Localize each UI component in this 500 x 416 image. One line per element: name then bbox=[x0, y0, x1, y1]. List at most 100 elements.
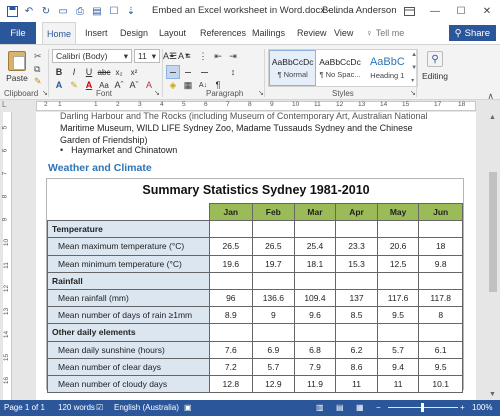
multilevel-list-icon[interactable]: ⋮ bbox=[198, 50, 208, 61]
scroll-thumb[interactable] bbox=[489, 172, 497, 292]
table-cell: 11 bbox=[335, 374, 378, 394]
ruler-number: 17 bbox=[434, 101, 442, 108]
align-right-icon[interactable] bbox=[196, 65, 210, 79]
table-cell: 12.5 bbox=[376, 254, 420, 273]
show-marks-icon[interactable]: ¶ bbox=[215, 80, 221, 90]
minimize-icon[interactable]: — bbox=[430, 5, 440, 17]
customize-qat-icon[interactable]: ⇣ bbox=[126, 5, 136, 17]
tell-me-search[interactable]: ♀ Tell me bbox=[362, 22, 408, 44]
line-spacing-icon[interactable]: ↕ bbox=[230, 67, 236, 77]
align-center-icon[interactable] bbox=[181, 65, 195, 79]
font-color-icon[interactable]: A bbox=[85, 80, 93, 90]
embedded-excel-worksheet[interactable]: Summary Statistics Sydney 1981-2010 Jan … bbox=[46, 178, 464, 394]
highlight-icon[interactable]: ✎ bbox=[70, 79, 78, 90]
increase-indent-icon[interactable]: ⇥ bbox=[229, 50, 237, 61]
clipboard-launcher-icon[interactable]: ↘ bbox=[42, 90, 48, 97]
web-layout-icon[interactable]: ▦ bbox=[356, 403, 364, 412]
language[interactable]: English (Australia) bbox=[114, 403, 179, 412]
italic-icon[interactable]: I bbox=[72, 67, 76, 77]
style-normal[interactable]: AaBbCcDc ¶ Normal bbox=[269, 50, 317, 86]
vertical-scrollbar[interactable]: ▲ ▼ bbox=[486, 112, 500, 400]
ribbon-display-icon[interactable] bbox=[396, 0, 422, 22]
close-icon[interactable]: ✕ bbox=[482, 5, 492, 17]
paragraph-launcher-icon[interactable]: ↘ bbox=[258, 90, 264, 97]
justify-icon[interactable] bbox=[211, 65, 225, 79]
chevron-up-icon[interactable]: ▲ bbox=[411, 52, 418, 58]
clear-formatting-icon[interactable]: A bbox=[145, 80, 152, 90]
tab-selector-icon[interactable]: L bbox=[2, 100, 7, 109]
print-preview-icon[interactable]: ▭ bbox=[58, 5, 68, 17]
tab-design[interactable]: Design bbox=[120, 28, 149, 38]
zoom-slider-thumb[interactable] bbox=[421, 403, 424, 412]
save-icon[interactable] bbox=[4, 3, 20, 19]
align-left-icon[interactable] bbox=[166, 65, 180, 79]
zoom-out-icon[interactable]: − bbox=[376, 403, 381, 412]
tab-home[interactable]: Home bbox=[42, 22, 77, 45]
quick-print-icon[interactable]: ⎙ bbox=[76, 5, 84, 17]
scroll-down-icon[interactable]: ▼ bbox=[489, 391, 496, 398]
print-layout-icon[interactable]: ▤ bbox=[336, 403, 344, 412]
grow-font-2-icon[interactable]: Aˆ bbox=[114, 80, 124, 90]
font-launcher-icon[interactable]: ↘ bbox=[154, 90, 160, 97]
decrease-indent-icon[interactable]: ⇤ bbox=[214, 50, 222, 61]
document-page[interactable]: Darling Harbour and The Rocks (including… bbox=[36, 112, 476, 400]
tab-mailings[interactable]: Mailings bbox=[252, 28, 286, 38]
table-cell-empty bbox=[293, 220, 337, 239]
bold-icon[interactable]: B bbox=[55, 67, 63, 77]
user-name[interactable]: Belinda Anderson bbox=[322, 5, 397, 16]
borders-icon[interactable]: ▦ bbox=[183, 79, 193, 90]
proofing-icon[interactable]: ☑ bbox=[96, 403, 104, 412]
bullets-icon[interactable]: ☰ bbox=[168, 50, 178, 61]
format-painter-icon[interactable]: ✎ bbox=[34, 76, 42, 86]
tab-view[interactable]: View bbox=[334, 28, 354, 38]
grow-font-icon[interactable]: A ▲ bbox=[163, 51, 175, 61]
underline-icon[interactable]: U bbox=[85, 67, 93, 77]
scroll-up-icon[interactable]: ▲ bbox=[489, 114, 496, 121]
font-name-dropdown[interactable]: Calibri (Body) ▾ bbox=[52, 49, 132, 63]
sort-icon[interactable]: A↓ bbox=[198, 81, 208, 89]
shading-icon[interactable]: ◈ bbox=[169, 79, 177, 90]
font-size-dropdown[interactable]: 11 ▾ bbox=[134, 49, 160, 63]
collapse-ribbon-icon[interactable]: ∧ bbox=[487, 91, 494, 101]
superscript-icon[interactable]: x² bbox=[130, 67, 138, 77]
table-cell-empty bbox=[376, 323, 420, 342]
shrink-font-icon[interactable]: A ▼ bbox=[178, 51, 190, 61]
style-no-spacing-name: ¶ No Spac... bbox=[319, 70, 361, 79]
zoom-in-icon[interactable]: + bbox=[460, 403, 465, 412]
read-mode-icon[interactable]: ▥ bbox=[316, 403, 324, 412]
change-case-icon[interactable]: Aa bbox=[99, 80, 109, 90]
paste-button[interactable]: Paste bbox=[4, 51, 30, 83]
header-corner bbox=[47, 203, 210, 222]
tab-references[interactable]: References bbox=[200, 28, 247, 38]
numbering-icon[interactable]: ≡ bbox=[185, 51, 191, 61]
touch-mode-icon[interactable]: ☐ bbox=[109, 5, 119, 17]
style-no-spacing[interactable]: AaBbCcDc ¶ No Spac... bbox=[316, 50, 363, 86]
zoom-level[interactable]: 100% bbox=[472, 403, 493, 412]
redo-icon[interactable]: ↻ bbox=[41, 5, 51, 17]
text-effects-icon[interactable]: A bbox=[55, 80, 63, 90]
maximize-icon[interactable]: ☐ bbox=[456, 5, 466, 17]
copy-icon[interactable]: ⧉ bbox=[34, 64, 41, 74]
tab-review[interactable]: Review bbox=[297, 28, 327, 38]
tab-file[interactable]: File bbox=[0, 22, 36, 44]
cut-icon[interactable]: ✂ bbox=[34, 51, 42, 61]
shrink-font-2-icon[interactable]: Aˇ bbox=[129, 80, 139, 90]
macro-record-icon[interactable]: ▣ bbox=[184, 403, 192, 412]
styles-scroll[interactable]: ▲ ▼ ▾ bbox=[411, 50, 417, 86]
subscript-icon[interactable]: x₂ bbox=[115, 67, 123, 77]
strikethrough-icon[interactable]: abc bbox=[97, 67, 111, 77]
word-count[interactable]: 120 words bbox=[58, 403, 95, 412]
more-icon[interactable]: ▾ bbox=[411, 78, 415, 84]
page-count[interactable]: Page 1 of 1 bbox=[4, 403, 45, 412]
styles-launcher-icon[interactable]: ↘ bbox=[410, 90, 416, 97]
undo-icon[interactable]: ↶ bbox=[24, 5, 34, 17]
chevron-down-icon[interactable]: ▼ bbox=[411, 64, 418, 71]
tab-layout[interactable]: Layout bbox=[159, 28, 187, 38]
tab-insert[interactable]: Insert bbox=[85, 28, 108, 38]
style-heading-1[interactable]: AaBbC Heading 1 bbox=[364, 50, 411, 86]
ruler-number: 13 bbox=[358, 101, 366, 108]
clipboard-group-label: Clipboard bbox=[4, 89, 39, 98]
open-icon[interactable]: ▤ bbox=[92, 5, 102, 17]
share-button[interactable]: ⚲ Share bbox=[448, 25, 496, 41]
editing-button[interactable]: ⚲ Editing bbox=[420, 51, 450, 81]
